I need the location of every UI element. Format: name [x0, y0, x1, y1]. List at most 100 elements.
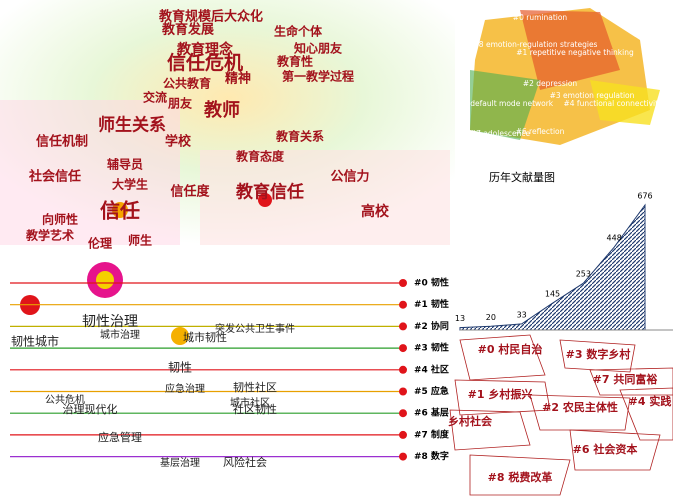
- keyword: 后大众化: [211, 9, 263, 25]
- cluster-region: [590, 80, 660, 125]
- cluster-region: [470, 70, 540, 140]
- keyword: 城市韧性: [183, 330, 227, 344]
- keyword: 风险社会: [223, 455, 267, 469]
- keyword: 教育态度: [235, 149, 285, 164]
- keyword: 教育发展: [161, 22, 215, 38]
- keyword: 交流: [143, 90, 167, 105]
- node: [399, 430, 407, 439]
- node: [399, 409, 407, 418]
- data-label: 448: [607, 234, 622, 243]
- node: [171, 327, 189, 345]
- keyword: 应急治理: [165, 382, 205, 395]
- keyword: 城市社区: [230, 396, 270, 409]
- node: [112, 202, 128, 218]
- data-label: 145: [545, 290, 560, 299]
- cluster-label: #8 数字: [414, 450, 449, 462]
- keyword: 城市治理: [100, 328, 140, 341]
- cluster-region: [520, 10, 620, 90]
- keyword: 辅导员: [107, 157, 143, 172]
- keyword: 大学生: [112, 177, 148, 192]
- cluster-region: [459, 334, 546, 381]
- data-label: 20: [486, 313, 496, 322]
- keyword: 教育理念: [177, 41, 234, 58]
- cluster-region: [569, 429, 661, 471]
- cluster-label: #7 adolescence: [470, 129, 531, 138]
- cluster-label: #6 基层: [414, 407, 449, 419]
- timeline-bg: [0, 245, 450, 500]
- cluster-region: [454, 379, 551, 416]
- keyword: 社区韧性: [233, 402, 277, 416]
- cluster-label: #8 emotion-regulation strategies: [473, 40, 598, 49]
- keyword: 高校: [361, 203, 390, 220]
- keyword: 公共危机: [45, 393, 85, 406]
- cluster-label: #5 应急: [414, 385, 449, 397]
- area: [459, 203, 646, 331]
- cluster-region: [619, 387, 673, 441]
- keyword: 教育信任: [235, 182, 304, 203]
- cluster-region: [559, 339, 636, 373]
- keyword: 向师性: [42, 212, 78, 227]
- keyword: 精神: [225, 71, 251, 87]
- node: [399, 322, 407, 331]
- cluster-label: #6 社会资本: [573, 442, 638, 456]
- cluster-label: #5 default mode network: [457, 99, 554, 108]
- keyword: 突发公共卫生事件: [215, 322, 295, 335]
- keyword: 治理现代化: [63, 402, 118, 416]
- keyword: 信任机制: [36, 134, 88, 150]
- keyword: 公信力: [330, 169, 369, 185]
- network-bg: [0, 100, 180, 245]
- cluster-region: [449, 409, 531, 451]
- node: [399, 300, 407, 309]
- node: [96, 271, 114, 289]
- cluster-label: #3 emotion regulation: [550, 91, 635, 100]
- keyword: 韧性: [168, 361, 192, 375]
- keyword: 教育关系: [275, 129, 324, 144]
- cluster-label: #7 制度: [414, 428, 450, 440]
- keyword: 教育性: [276, 54, 313, 69]
- keyword: 伦理: [88, 236, 112, 251]
- data-label: 676: [637, 192, 652, 201]
- keyword: 生命个体: [274, 24, 323, 39]
- data-label: 33: [517, 310, 527, 319]
- node: [399, 279, 407, 287]
- cluster-label: #3 韧性: [414, 342, 449, 354]
- cluster-region: [529, 394, 631, 431]
- network-bg: [200, 150, 450, 245]
- keyword: 韧性社区: [233, 380, 277, 394]
- cluster-label: #1 repetitive negative thinking: [516, 48, 634, 57]
- keyword: 应急管理: [98, 430, 142, 444]
- keyword: 社会信任: [28, 169, 81, 185]
- keyword: 基层治理: [160, 456, 200, 469]
- cluster-label: #6 reflection: [516, 127, 565, 136]
- cluster-label: #0 韧性: [414, 277, 449, 289]
- cluster-label: #1 韧性: [414, 298, 449, 310]
- keyword: 信任危机: [167, 51, 243, 74]
- cluster-region: [589, 367, 673, 396]
- cluster-label: #2 协同: [414, 320, 449, 332]
- node: [399, 365, 407, 374]
- cluster-cn-bg: [450, 335, 673, 500]
- keyword: 第一教学过程: [282, 69, 354, 84]
- data-label: 13: [455, 314, 465, 323]
- node: [399, 387, 407, 396]
- cluster-label: #2 农民主体性: [542, 400, 618, 414]
- keyword: 信任: [100, 199, 140, 223]
- cluster-label: #0 rumination: [513, 13, 568, 22]
- cluster-label: #4 functional connectivity: [563, 99, 663, 108]
- keyword: 学校: [165, 134, 192, 150]
- keyword: 教学艺术: [25, 228, 74, 243]
- keyword: 教师: [204, 99, 240, 121]
- keyword: 韧性治理: [82, 314, 138, 330]
- cluster-label: #0 村民自治: [478, 342, 543, 356]
- cluster-label: #2 depression: [523, 79, 578, 88]
- cluster-label: 乡村社会: [448, 414, 493, 428]
- keyword: 教育规模: [158, 9, 212, 25]
- keyword: 韧性城市: [11, 334, 59, 349]
- cluster-label: #4 实践: [629, 394, 672, 408]
- cluster-region: [469, 454, 571, 496]
- node: [258, 193, 272, 207]
- chart-title: 历年文献量图: [489, 170, 555, 184]
- node: [399, 452, 407, 461]
- keyword: 信任度: [170, 184, 210, 200]
